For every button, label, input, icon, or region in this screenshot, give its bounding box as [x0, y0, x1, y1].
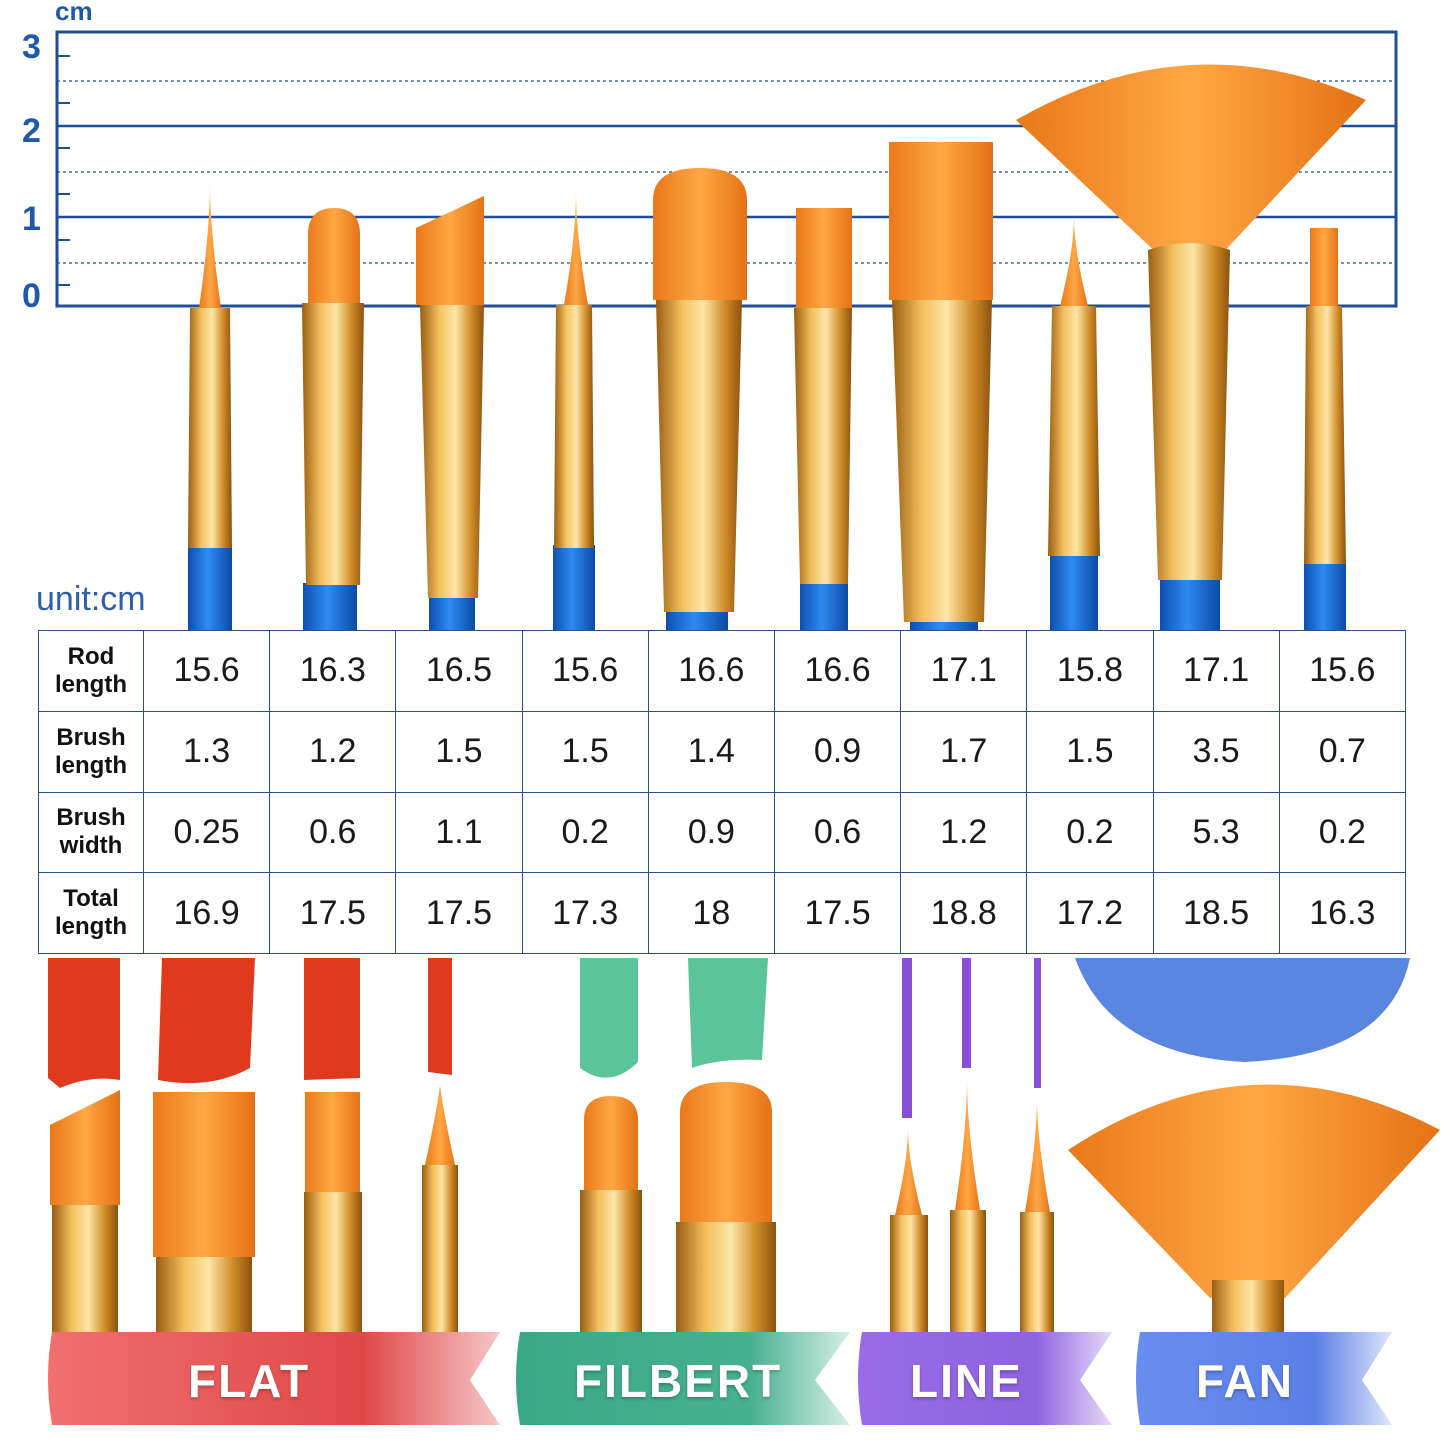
row-header: Rod length [38, 630, 144, 712]
table-cell: 18.5 [1152, 872, 1280, 954]
table-cell: 0.9 [773, 710, 902, 793]
banner-line [858, 1332, 1112, 1425]
table-cell: 16.6 [647, 630, 775, 712]
ruler-tick-2: 2 [22, 112, 41, 150]
table-cell: 1.5 [395, 710, 523, 793]
row-header: Total length [38, 872, 144, 954]
table-cell: 0.2 [1278, 791, 1407, 874]
table-row-brush-length: Brush length 1.3 1.2 1.5 1.5 1.4 0.9 1.7… [38, 710, 1407, 793]
table-cell: 17.3 [521, 872, 649, 954]
brush-2-filbert [302, 208, 364, 630]
ruler-tick-1: 1 [22, 200, 41, 238]
table-cell: 15.6 [521, 630, 649, 712]
brush-8-round [1048, 216, 1100, 630]
category-label-filbert: FILBERT [574, 1355, 783, 1407]
table-cell: 17.5 [773, 872, 902, 954]
table-cell: 18 [647, 872, 775, 954]
brush-spec-table: Rod length 15.6 16.3 16.5 15.6 16.6 16.6… [38, 630, 1407, 954]
brush-1-round [188, 184, 232, 630]
table-cell: 17.2 [1026, 872, 1154, 954]
brush-9-fan [1016, 64, 1366, 630]
table-cell: 16.3 [1278, 872, 1407, 954]
paint-strokes [48, 958, 1410, 1118]
table-cell: 15.8 [1026, 630, 1154, 712]
table-cell: 1.4 [647, 710, 775, 793]
brush-3-angle [416, 196, 484, 630]
category-label-fan: FAN [1196, 1355, 1294, 1407]
brush-10-flat-tiny [1304, 228, 1346, 630]
table-cell: 17.5 [269, 872, 397, 954]
table-cell: 16.3 [269, 630, 397, 712]
banner-filbert [516, 1332, 850, 1425]
row-header: Brush length [38, 710, 144, 793]
table-cell: 0.25 [142, 791, 271, 874]
table-cell: 16.5 [395, 630, 523, 712]
table-cell: 0.9 [647, 791, 775, 874]
table-cell: 16.6 [773, 630, 902, 712]
table-row-total-length: Total length 16.9 17.5 17.5 17.3 18 17.5… [38, 872, 1407, 954]
brush-4-round-small [553, 192, 595, 630]
table-cell: 15.6 [142, 630, 271, 712]
table-row-rod-length: Rod length 15.6 16.3 16.5 15.6 16.6 16.6… [38, 630, 1407, 712]
table-cell: 1.5 [1026, 710, 1154, 793]
table-cell: 17.1 [900, 630, 1028, 712]
table-cell: 0.2 [1026, 791, 1154, 874]
unit-label: unit:cm [36, 580, 146, 618]
brush-6-flat-small [794, 208, 852, 630]
table-cell: 1.2 [269, 710, 397, 793]
table-cell: 5.3 [1152, 791, 1280, 874]
table-cell: 17.5 [395, 872, 523, 954]
brush-7-flat-large [889, 142, 993, 630]
banner-fan [1136, 1332, 1392, 1425]
ruler-unit-label: cm [55, 0, 93, 26]
table-cell: 0.7 [1278, 710, 1407, 793]
table-cell: 0.2 [521, 791, 649, 874]
brush-5-filbert-wide [653, 168, 747, 630]
category-label-line: LINE [910, 1355, 1023, 1407]
ruler-tick-0: 0 [22, 277, 41, 315]
row-header: Brush width [38, 791, 144, 874]
table-cell: 18.8 [900, 872, 1028, 954]
table-row-brush-width: Brush width 0.25 0.6 1.1 0.2 0.9 0.6 1.2… [38, 791, 1407, 874]
ruler-tick-3: 3 [22, 28, 41, 66]
table-cell: 1.3 [142, 710, 271, 793]
table-cell: 1.1 [395, 791, 523, 874]
table-cell: 0.6 [269, 791, 397, 874]
table-cell: 1.5 [521, 710, 649, 793]
table-cell: 16.9 [142, 872, 271, 954]
table-cell: 15.6 [1278, 630, 1407, 712]
table-cell: 3.5 [1152, 710, 1280, 793]
category-label-flat: FLAT [188, 1355, 311, 1407]
table-cell: 17.1 [1152, 630, 1280, 712]
table-cell: 1.7 [900, 710, 1028, 793]
table-cell: 0.6 [773, 791, 902, 874]
bottom-brushes [50, 1078, 1440, 1345]
table-cell: 1.2 [900, 791, 1028, 874]
banner-flat [48, 1332, 500, 1425]
